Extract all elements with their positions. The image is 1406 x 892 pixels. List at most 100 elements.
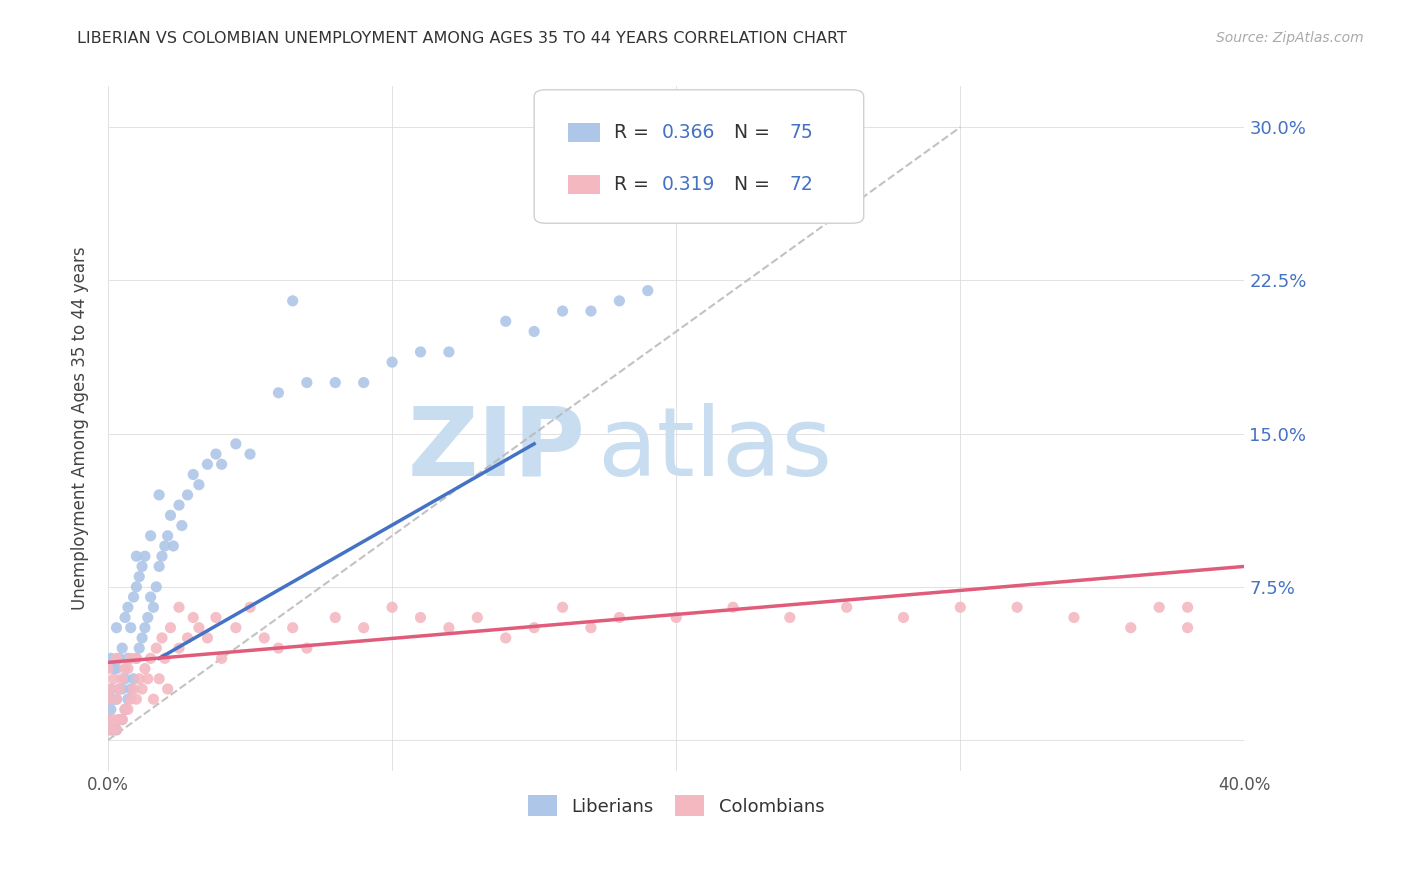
Point bbox=[103, 692, 125, 706]
Point bbox=[153, 539, 176, 553]
Point bbox=[131, 631, 153, 645]
Point bbox=[187, 477, 209, 491]
Bar bbox=[568, 175, 600, 194]
Text: atlas: atlas bbox=[596, 402, 832, 496]
Point bbox=[97, 661, 120, 675]
Point bbox=[153, 651, 176, 665]
Point bbox=[609, 610, 631, 624]
Point bbox=[139, 529, 162, 543]
Point bbox=[125, 580, 148, 594]
Point bbox=[117, 702, 139, 716]
Point bbox=[105, 651, 128, 665]
Point bbox=[211, 651, 233, 665]
Point bbox=[97, 713, 120, 727]
Point bbox=[111, 672, 134, 686]
Point bbox=[117, 661, 139, 675]
Point bbox=[128, 569, 150, 583]
Point bbox=[105, 692, 128, 706]
Point bbox=[323, 376, 346, 390]
Text: 75: 75 bbox=[790, 123, 814, 142]
Point bbox=[100, 723, 122, 737]
Point bbox=[103, 661, 125, 675]
Point bbox=[100, 681, 122, 696]
Point bbox=[97, 723, 120, 737]
Point bbox=[281, 621, 304, 635]
Point bbox=[579, 621, 602, 635]
Point bbox=[225, 621, 247, 635]
Point bbox=[134, 661, 156, 675]
Text: LIBERIAN VS COLOMBIAN UNEMPLOYMENT AMONG AGES 35 TO 44 YEARS CORRELATION CHART: LIBERIAN VS COLOMBIAN UNEMPLOYMENT AMONG… bbox=[77, 31, 848, 46]
Point bbox=[122, 590, 145, 604]
Point bbox=[108, 713, 131, 727]
Point bbox=[142, 692, 165, 706]
Point bbox=[114, 610, 136, 624]
Point bbox=[381, 355, 404, 369]
Point bbox=[159, 621, 181, 635]
Text: R =: R = bbox=[613, 175, 655, 194]
Point bbox=[495, 314, 517, 328]
Point bbox=[100, 723, 122, 737]
Point bbox=[145, 580, 167, 594]
Point bbox=[111, 641, 134, 656]
Point bbox=[181, 467, 204, 482]
Point bbox=[108, 681, 131, 696]
Point bbox=[134, 621, 156, 635]
Text: 72: 72 bbox=[790, 175, 814, 194]
Point bbox=[131, 559, 153, 574]
Point bbox=[134, 549, 156, 564]
Point bbox=[409, 345, 432, 359]
Point bbox=[125, 692, 148, 706]
Point bbox=[239, 447, 262, 461]
Point bbox=[111, 713, 134, 727]
Point bbox=[148, 488, 170, 502]
Text: N =: N = bbox=[721, 175, 776, 194]
Point bbox=[108, 651, 131, 665]
Text: Source: ZipAtlas.com: Source: ZipAtlas.com bbox=[1216, 31, 1364, 45]
Point bbox=[100, 681, 122, 696]
Point bbox=[117, 651, 139, 665]
Text: R =: R = bbox=[613, 123, 655, 142]
Point bbox=[97, 692, 120, 706]
Point bbox=[128, 641, 150, 656]
Point bbox=[205, 447, 228, 461]
Point bbox=[239, 600, 262, 615]
Text: 0.319: 0.319 bbox=[661, 175, 714, 194]
Point bbox=[114, 672, 136, 686]
Point bbox=[105, 661, 128, 675]
Point bbox=[167, 498, 190, 512]
Point bbox=[465, 610, 488, 624]
Point bbox=[295, 641, 318, 656]
Point bbox=[267, 641, 290, 656]
Point bbox=[721, 600, 744, 615]
Point bbox=[551, 600, 574, 615]
Point bbox=[167, 641, 190, 656]
Y-axis label: Unemployment Among Ages 35 to 44 years: Unemployment Among Ages 35 to 44 years bbox=[72, 247, 89, 610]
Point bbox=[150, 549, 173, 564]
Point bbox=[139, 590, 162, 604]
Point bbox=[114, 702, 136, 716]
Point bbox=[105, 692, 128, 706]
Point bbox=[893, 610, 915, 624]
Point bbox=[1147, 600, 1170, 615]
Point bbox=[148, 559, 170, 574]
Legend: Liberians, Colombians: Liberians, Colombians bbox=[520, 788, 831, 823]
Point bbox=[159, 508, 181, 523]
Point bbox=[139, 651, 162, 665]
Point bbox=[353, 376, 375, 390]
Point bbox=[136, 672, 159, 686]
Point bbox=[125, 651, 148, 665]
Point bbox=[187, 621, 209, 635]
Point bbox=[142, 600, 165, 615]
Point bbox=[949, 600, 972, 615]
Point bbox=[162, 539, 184, 553]
Point bbox=[120, 651, 142, 665]
Text: ZIP: ZIP bbox=[408, 402, 585, 496]
Point bbox=[105, 621, 128, 635]
Point bbox=[381, 600, 404, 615]
Bar bbox=[568, 122, 600, 142]
Point bbox=[167, 600, 190, 615]
Point bbox=[128, 672, 150, 686]
Point bbox=[114, 702, 136, 716]
Point bbox=[108, 681, 131, 696]
Point bbox=[150, 631, 173, 645]
